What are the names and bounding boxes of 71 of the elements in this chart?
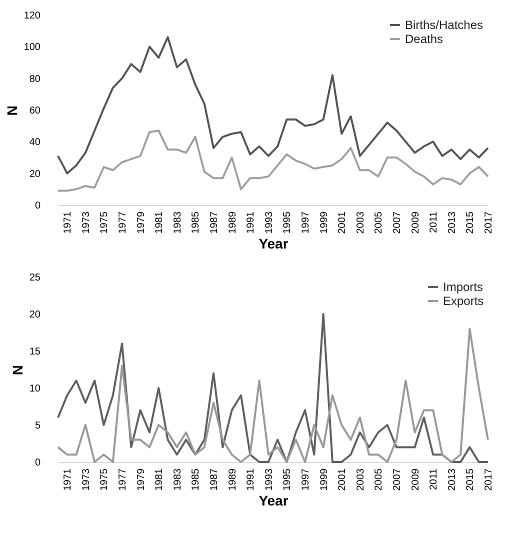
y-tick-label: 40 (29, 137, 41, 148)
x-tick-label: 1987 (209, 468, 220, 491)
x-tick-label: 1975 (99, 211, 110, 234)
x-tick-label: 1981 (154, 211, 166, 234)
x-tick-label: 2003 (355, 211, 366, 234)
y-axis-title: N (9, 364, 26, 376)
x-tick-label: 2005 (374, 211, 385, 234)
y-tick-label: 5 (34, 420, 41, 432)
x-tick-label: 1979 (136, 211, 147, 234)
x-tick-label: 1999 (318, 211, 330, 234)
x-tick-label: 2009 (410, 211, 422, 234)
y-tick-label: 15 (29, 346, 41, 358)
x-tick-label: 2013 (446, 468, 458, 491)
x-tick-label: 2015 (465, 468, 476, 491)
x-tick-label: 2011 (428, 468, 440, 490)
x-tick-label: 1987 (209, 211, 220, 234)
x-tick-label: 2001 (337, 211, 348, 234)
x-tick-label: 1977 (118, 211, 129, 234)
y-tick-label: 60 (29, 106, 41, 116)
x-tick-label: 1973 (80, 211, 92, 234)
y-tick-label: 25 (29, 272, 41, 284)
x-tick-label: 1989 (227, 211, 238, 234)
x-tick-label: 2003 (355, 468, 366, 491)
x-tick-label: 1979 (136, 468, 147, 491)
y-tick-label: 80 (29, 74, 41, 85)
x-tick-label: 1983 (172, 468, 184, 491)
x-tick-label: 1977 (118, 468, 129, 491)
x-tick-label: 1991 (246, 468, 257, 491)
x-tick-label: 1975 (99, 468, 110, 491)
y-tick-label: 10 (29, 384, 41, 394)
x-axis-title: Year (258, 236, 289, 252)
x-tick-label: 1993 (264, 468, 275, 491)
x-tick-label: 1995 (282, 211, 294, 234)
y-tick-label: 100 (24, 42, 41, 54)
y-tick-label: 20 (29, 168, 41, 180)
x-tick-label: 1995 (282, 468, 294, 491)
x-tick-label: 1983 (172, 211, 184, 234)
x-tick-label: 1971 (62, 468, 74, 491)
x-tick-label: 2007 (392, 468, 404, 491)
y-tick-label: 120 (24, 10, 41, 22)
y-tick-label: 0 (34, 458, 41, 468)
y-tick-label: 20 (29, 310, 41, 320)
x-tick-label: 1991 (246, 211, 257, 234)
x-tick-label: 2005 (374, 468, 385, 491)
x-tick-label: 1985 (190, 468, 202, 491)
x-tick-label: 2015 (465, 211, 476, 234)
x-tick-label: 2017 (484, 468, 494, 491)
x-tick-label: 2011 (428, 211, 440, 234)
x-tick-label: 1997 (300, 468, 312, 491)
x-tick-label: 2007 (392, 211, 404, 234)
legend-label: Exports (443, 294, 484, 308)
x-tick-label: 1997 (300, 211, 312, 234)
x-tick-label: 2001 (337, 468, 348, 491)
legend-label: Births/Hatches (405, 18, 484, 32)
legend-label: Imports (443, 280, 484, 294)
x-axis-title: Year (258, 492, 289, 509)
x-tick-label: 2013 (446, 211, 458, 234)
x-tick-label: 2017 (484, 211, 494, 234)
x-tick-label: 1989 (227, 468, 238, 491)
x-tick-label: 2009 (410, 468, 422, 491)
legend-label: Deaths (405, 32, 444, 46)
x-tick-label: 1993 (264, 211, 275, 234)
x-tick-label: 1981 (154, 468, 166, 491)
x-tick-label: 1973 (80, 468, 92, 491)
y-tick-label: 0 (34, 200, 41, 212)
line-series (57, 36, 489, 174)
line-series (57, 130, 489, 192)
x-tick-label: 1999 (318, 468, 330, 491)
y-axis-title: N (4, 105, 20, 116)
x-tick-label: 1971 (62, 211, 74, 234)
x-tick-label: 1985 (190, 211, 202, 234)
